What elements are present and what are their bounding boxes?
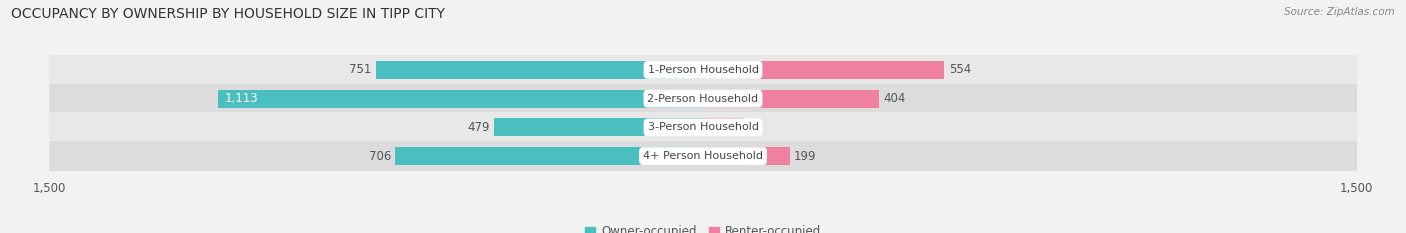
Text: 199: 199 [794,150,817,163]
Bar [218,90,703,108]
Bar [49,55,1357,85]
Bar [495,118,703,136]
Text: 1,113: 1,113 [225,92,259,105]
Text: 479: 479 [467,121,489,134]
Bar [703,61,945,79]
Text: 2-Person Household: 2-Person Household [647,94,759,104]
Bar [375,61,703,79]
Bar [703,90,879,108]
Bar [49,112,1357,143]
Bar [703,147,790,165]
Text: OCCUPANCY BY OWNERSHIP BY HOUSEHOLD SIZE IN TIPP CITY: OCCUPANCY BY OWNERSHIP BY HOUSEHOLD SIZE… [11,7,446,21]
Legend: Owner-occupied, Renter-occupied: Owner-occupied, Renter-occupied [579,220,827,233]
Text: 1-Person Household: 1-Person Household [648,65,758,75]
Text: 706: 706 [368,150,391,163]
Bar [49,83,1357,114]
Text: 751: 751 [349,63,371,76]
Bar [49,141,1357,171]
Text: 404: 404 [883,92,905,105]
Bar [395,147,703,165]
Text: 3-Person Household: 3-Person Household [648,122,758,132]
Bar [703,118,744,136]
Text: 93: 93 [748,121,763,134]
Text: Source: ZipAtlas.com: Source: ZipAtlas.com [1284,7,1395,17]
Text: 554: 554 [949,63,972,76]
Text: 4+ Person Household: 4+ Person Household [643,151,763,161]
